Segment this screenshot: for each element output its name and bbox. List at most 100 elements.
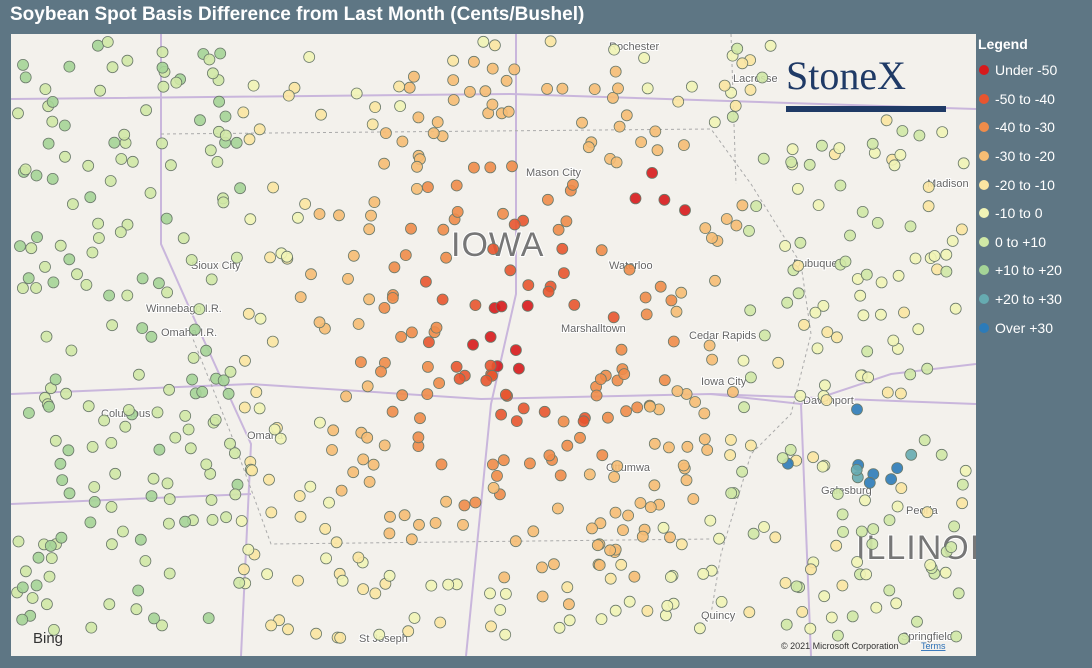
station-dot	[63, 60, 76, 73]
place-label: Lacrosse	[733, 73, 778, 85]
legend-item[interactable]: -40 to -30	[976, 113, 1092, 142]
station-dot	[567, 178, 579, 191]
station-dot	[804, 622, 817, 635]
station-dot	[898, 306, 910, 319]
legend-swatch	[979, 179, 989, 190]
station-dot	[701, 444, 714, 456]
legend-swatch	[979, 93, 989, 104]
station-dot	[219, 110, 232, 123]
station-dot	[613, 120, 626, 133]
station-dot	[388, 261, 401, 274]
station-dot	[12, 107, 24, 120]
station-dot	[560, 215, 573, 228]
station-dot	[486, 62, 499, 75]
station-dot	[574, 431, 586, 444]
station-dot	[709, 274, 721, 287]
station-dot	[631, 401, 644, 414]
station-dot	[779, 577, 792, 589]
legend-swatch	[979, 322, 989, 333]
station-dot	[738, 401, 750, 414]
station-dot	[718, 79, 731, 92]
station-dot	[784, 443, 797, 456]
station-dot	[825, 611, 838, 624]
station-dot	[55, 531, 68, 544]
station-dot	[383, 527, 396, 540]
station-dot	[497, 207, 509, 220]
station-dot	[156, 46, 169, 59]
station-dot	[185, 254, 198, 266]
station-dot	[747, 527, 760, 540]
station-dot	[342, 272, 354, 285]
legend-item[interactable]: -30 to -20	[976, 142, 1092, 171]
logo: StoneX	[786, 53, 946, 112]
station-dot	[335, 484, 348, 497]
station-dot	[429, 517, 442, 529]
station-dot	[729, 100, 742, 112]
legend-item[interactable]: Over +30	[976, 313, 1092, 342]
station-dot	[648, 437, 661, 450]
station-dot	[147, 472, 160, 485]
station-dot	[161, 477, 174, 490]
station-dot	[608, 43, 620, 56]
legend-label: +20 to +30	[995, 291, 1062, 308]
station-dot	[422, 336, 435, 349]
station-dot	[850, 463, 863, 476]
station-dot	[706, 353, 718, 366]
station-dot	[49, 373, 62, 386]
station-dot	[667, 335, 680, 348]
station-dot	[839, 255, 852, 268]
station-dot	[447, 74, 460, 86]
station-dot	[561, 439, 574, 452]
station-dot	[855, 525, 868, 538]
station-dot	[756, 71, 769, 84]
station-dot	[957, 157, 970, 170]
legend-item[interactable]: -50 to -40	[976, 85, 1092, 114]
station-dot	[347, 249, 360, 262]
station-dot	[467, 55, 480, 68]
station-dot	[558, 267, 570, 280]
station-dot	[357, 453, 370, 466]
legend-item[interactable]: -20 to -10	[976, 170, 1092, 199]
station-dot	[499, 588, 512, 600]
station-dot	[327, 424, 340, 437]
station-dot	[820, 394, 833, 407]
station-dot	[108, 136, 121, 149]
station-dot	[395, 330, 408, 343]
legend-item[interactable]: 0 to +10	[976, 228, 1092, 257]
place-label: Mason City	[526, 167, 582, 179]
station-dot	[939, 566, 952, 579]
station-dot	[610, 156, 623, 169]
station-dot	[156, 61, 169, 74]
station-dot	[56, 474, 69, 487]
station-dot	[217, 196, 230, 209]
station-dot	[764, 39, 777, 52]
station-dot	[635, 136, 647, 148]
legend-item[interactable]: +10 to +20	[976, 256, 1092, 285]
station-dot	[860, 268, 873, 281]
station-dot	[561, 581, 574, 594]
station-dot	[121, 218, 134, 231]
legend-item[interactable]: +20 to +30	[976, 285, 1092, 314]
station-dot	[556, 242, 569, 255]
station-dot	[188, 323, 201, 336]
station-dot	[294, 291, 307, 304]
station-dot	[745, 439, 757, 452]
station-dot	[352, 318, 365, 330]
legend-item[interactable]: -10 to 0	[976, 199, 1092, 228]
station-dot	[437, 223, 450, 236]
station-dot	[281, 250, 293, 263]
station-dot	[235, 515, 248, 527]
station-dot	[357, 583, 370, 595]
station-dot	[661, 600, 674, 612]
station-dot	[576, 116, 588, 129]
station-dot	[949, 302, 962, 315]
station-dot	[834, 179, 847, 192]
legend-label: +10 to +20	[995, 262, 1062, 279]
station-dot	[831, 331, 843, 344]
station-dot	[509, 344, 522, 357]
legend-item[interactable]: Under -50	[976, 56, 1092, 85]
terms-link[interactable]: Terms	[921, 641, 946, 651]
station-dot	[211, 156, 224, 168]
station-dot	[894, 149, 907, 161]
